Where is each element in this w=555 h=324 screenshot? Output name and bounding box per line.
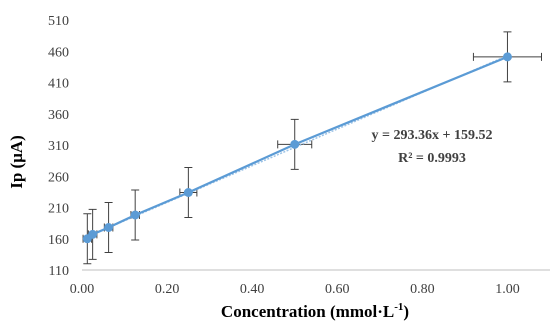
x-axis-title-superscript: -1 — [394, 301, 403, 313]
y-tick-label: 510 — [48, 14, 69, 29]
data-point — [183, 188, 193, 197]
x-tick-label: 0.00 — [70, 282, 95, 297]
y-tick-label: 110 — [49, 264, 69, 279]
x-tick-label: 0.60 — [325, 282, 350, 297]
y-tick-label: 410 — [48, 77, 69, 92]
x-axis-title-close: ) — [403, 302, 409, 321]
error-bars — [82, 31, 542, 265]
x-tick-label: 0.20 — [155, 282, 180, 297]
y-tick-label: 210 — [48, 202, 69, 217]
x-axis-title: Concentration (mmol·L-1) — [221, 301, 409, 321]
data-point — [290, 139, 300, 149]
x-axis-title-main: Concentration (mmol·L — [221, 302, 394, 321]
y-tick-label: 310 — [48, 139, 69, 154]
data-point — [88, 229, 98, 239]
y-tick-label: 160 — [48, 233, 69, 248]
y-tick-label: 260 — [48, 170, 69, 185]
y-tick-label: 460 — [48, 45, 69, 60]
y-tick-labels: 110 160 210 260 310 360 410 460 510 — [48, 14, 69, 279]
trend-equation: y = 293.36x + 159.52 — [372, 128, 493, 143]
x-tick-labels: 0.00 0.20 0.40 0.60 0.80 1.00 — [70, 282, 520, 297]
x-tick-label: 1.00 — [495, 282, 520, 297]
data-point — [104, 223, 114, 232]
data-points — [82, 52, 512, 244]
data-point — [130, 210, 140, 220]
x-tick-label: 0.40 — [240, 282, 265, 297]
y-tick-label: 360 — [48, 108, 69, 123]
x-tick-label: 0.80 — [410, 282, 435, 297]
trend-r-squared: R² = 0.9993 — [398, 151, 466, 166]
data-point — [502, 52, 512, 62]
y-axis-title: Ip (μA) — [7, 135, 26, 189]
